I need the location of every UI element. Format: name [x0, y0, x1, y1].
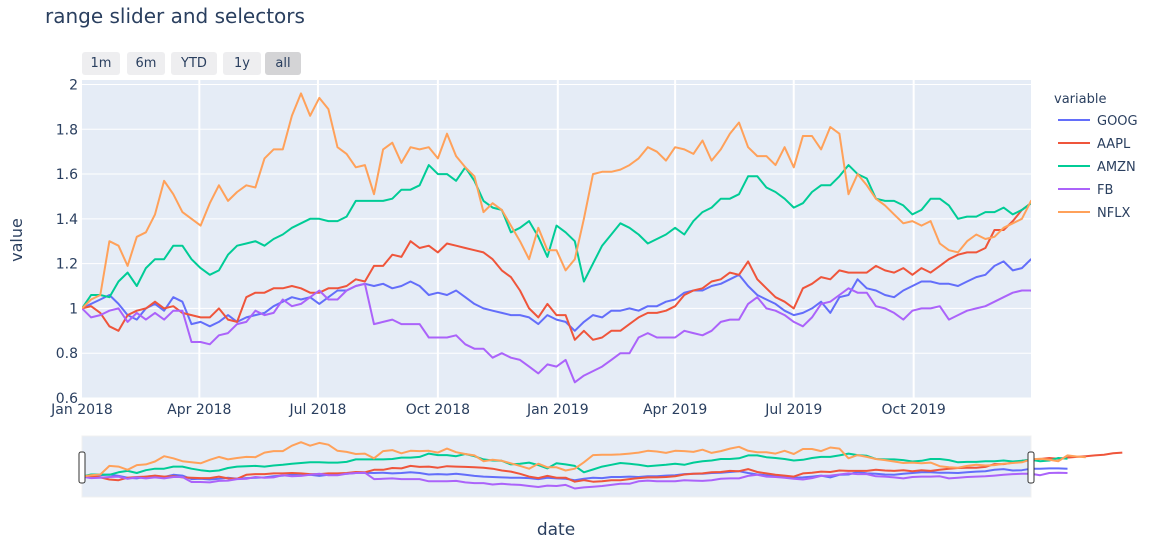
range-selector-ytd[interactable]: YTD [171, 52, 217, 75]
x-tick-label: Apr 2019 [643, 402, 707, 418]
legend-title: variable [1054, 92, 1106, 107]
x-tick-label: Jul 2018 [288, 402, 346, 418]
legend-label: NFLX [1097, 206, 1130, 221]
range-slider[interactable] [78, 435, 1123, 498]
range-selector-6m[interactable]: 6m [127, 52, 165, 75]
legend-label: FB [1097, 183, 1113, 198]
series-line-fb [82, 282, 1031, 384]
legend-item-amzn[interactable]: AMZN [1058, 160, 1136, 175]
range-selector-1m[interactable]: 1m [82, 52, 120, 75]
legend-item-aapl[interactable]: AAPL [1058, 137, 1131, 152]
x-tick-label: Apr 2018 [167, 402, 231, 418]
y-tick-label: 1.2 [56, 257, 78, 273]
range-slider-line-fb [81, 471, 1068, 490]
y-tick-label: 2 [69, 77, 78, 93]
range-selector-all[interactable]: all [265, 52, 301, 75]
legend: variable GOOG AAPL AMZN FB NFLX [1054, 92, 1138, 221]
legend-label: GOOG [1097, 114, 1138, 129]
x-axis-title: date [537, 520, 575, 540]
legend-item-nflx[interactable]: NFLX [1058, 206, 1130, 221]
range-slider-line-nflx [81, 441, 1086, 478]
y-tick-label: 1.4 [56, 212, 78, 228]
chart-title: range slider and selectors [45, 4, 305, 28]
x-tick-label: Oct 2018 [406, 402, 470, 418]
x-tick-label: Jan 2018 [50, 402, 113, 418]
y-tick-label: 0.6 [56, 391, 78, 407]
y-tick-label: 1.6 [56, 167, 78, 183]
x-tick-label: Jul 2019 [764, 402, 822, 418]
range-slider-left-handle[interactable] [78, 451, 86, 484]
plot-background [82, 80, 1031, 398]
y-tick-label: 0.8 [56, 346, 78, 362]
range-slider-line-aapl [81, 451, 1123, 483]
legend-item-goog[interactable]: GOOG [1058, 114, 1138, 129]
range-slider-line-amzn [81, 452, 1068, 478]
y-tick-label: 1.8 [56, 122, 78, 138]
x-tick-label: Jan 2019 [526, 402, 589, 418]
legend-label: AMZN [1097, 160, 1136, 175]
series-line-nflx [82, 92, 1031, 310]
x-tick-label: Oct 2019 [882, 402, 946, 418]
series-line-aapl [82, 202, 1031, 341]
series-line-amzn [82, 164, 1031, 309]
range-slider-right-handle[interactable] [1027, 451, 1035, 484]
y-tick-label: 1 [69, 301, 78, 317]
y-axis-title: value [7, 218, 26, 262]
legend-item-fb[interactable]: FB [1058, 183, 1113, 198]
series-line-goog [82, 258, 1031, 332]
range-selector-1y[interactable]: 1y [223, 52, 261, 75]
series-lines [82, 92, 1031, 384]
legend-label: AAPL [1097, 137, 1131, 152]
